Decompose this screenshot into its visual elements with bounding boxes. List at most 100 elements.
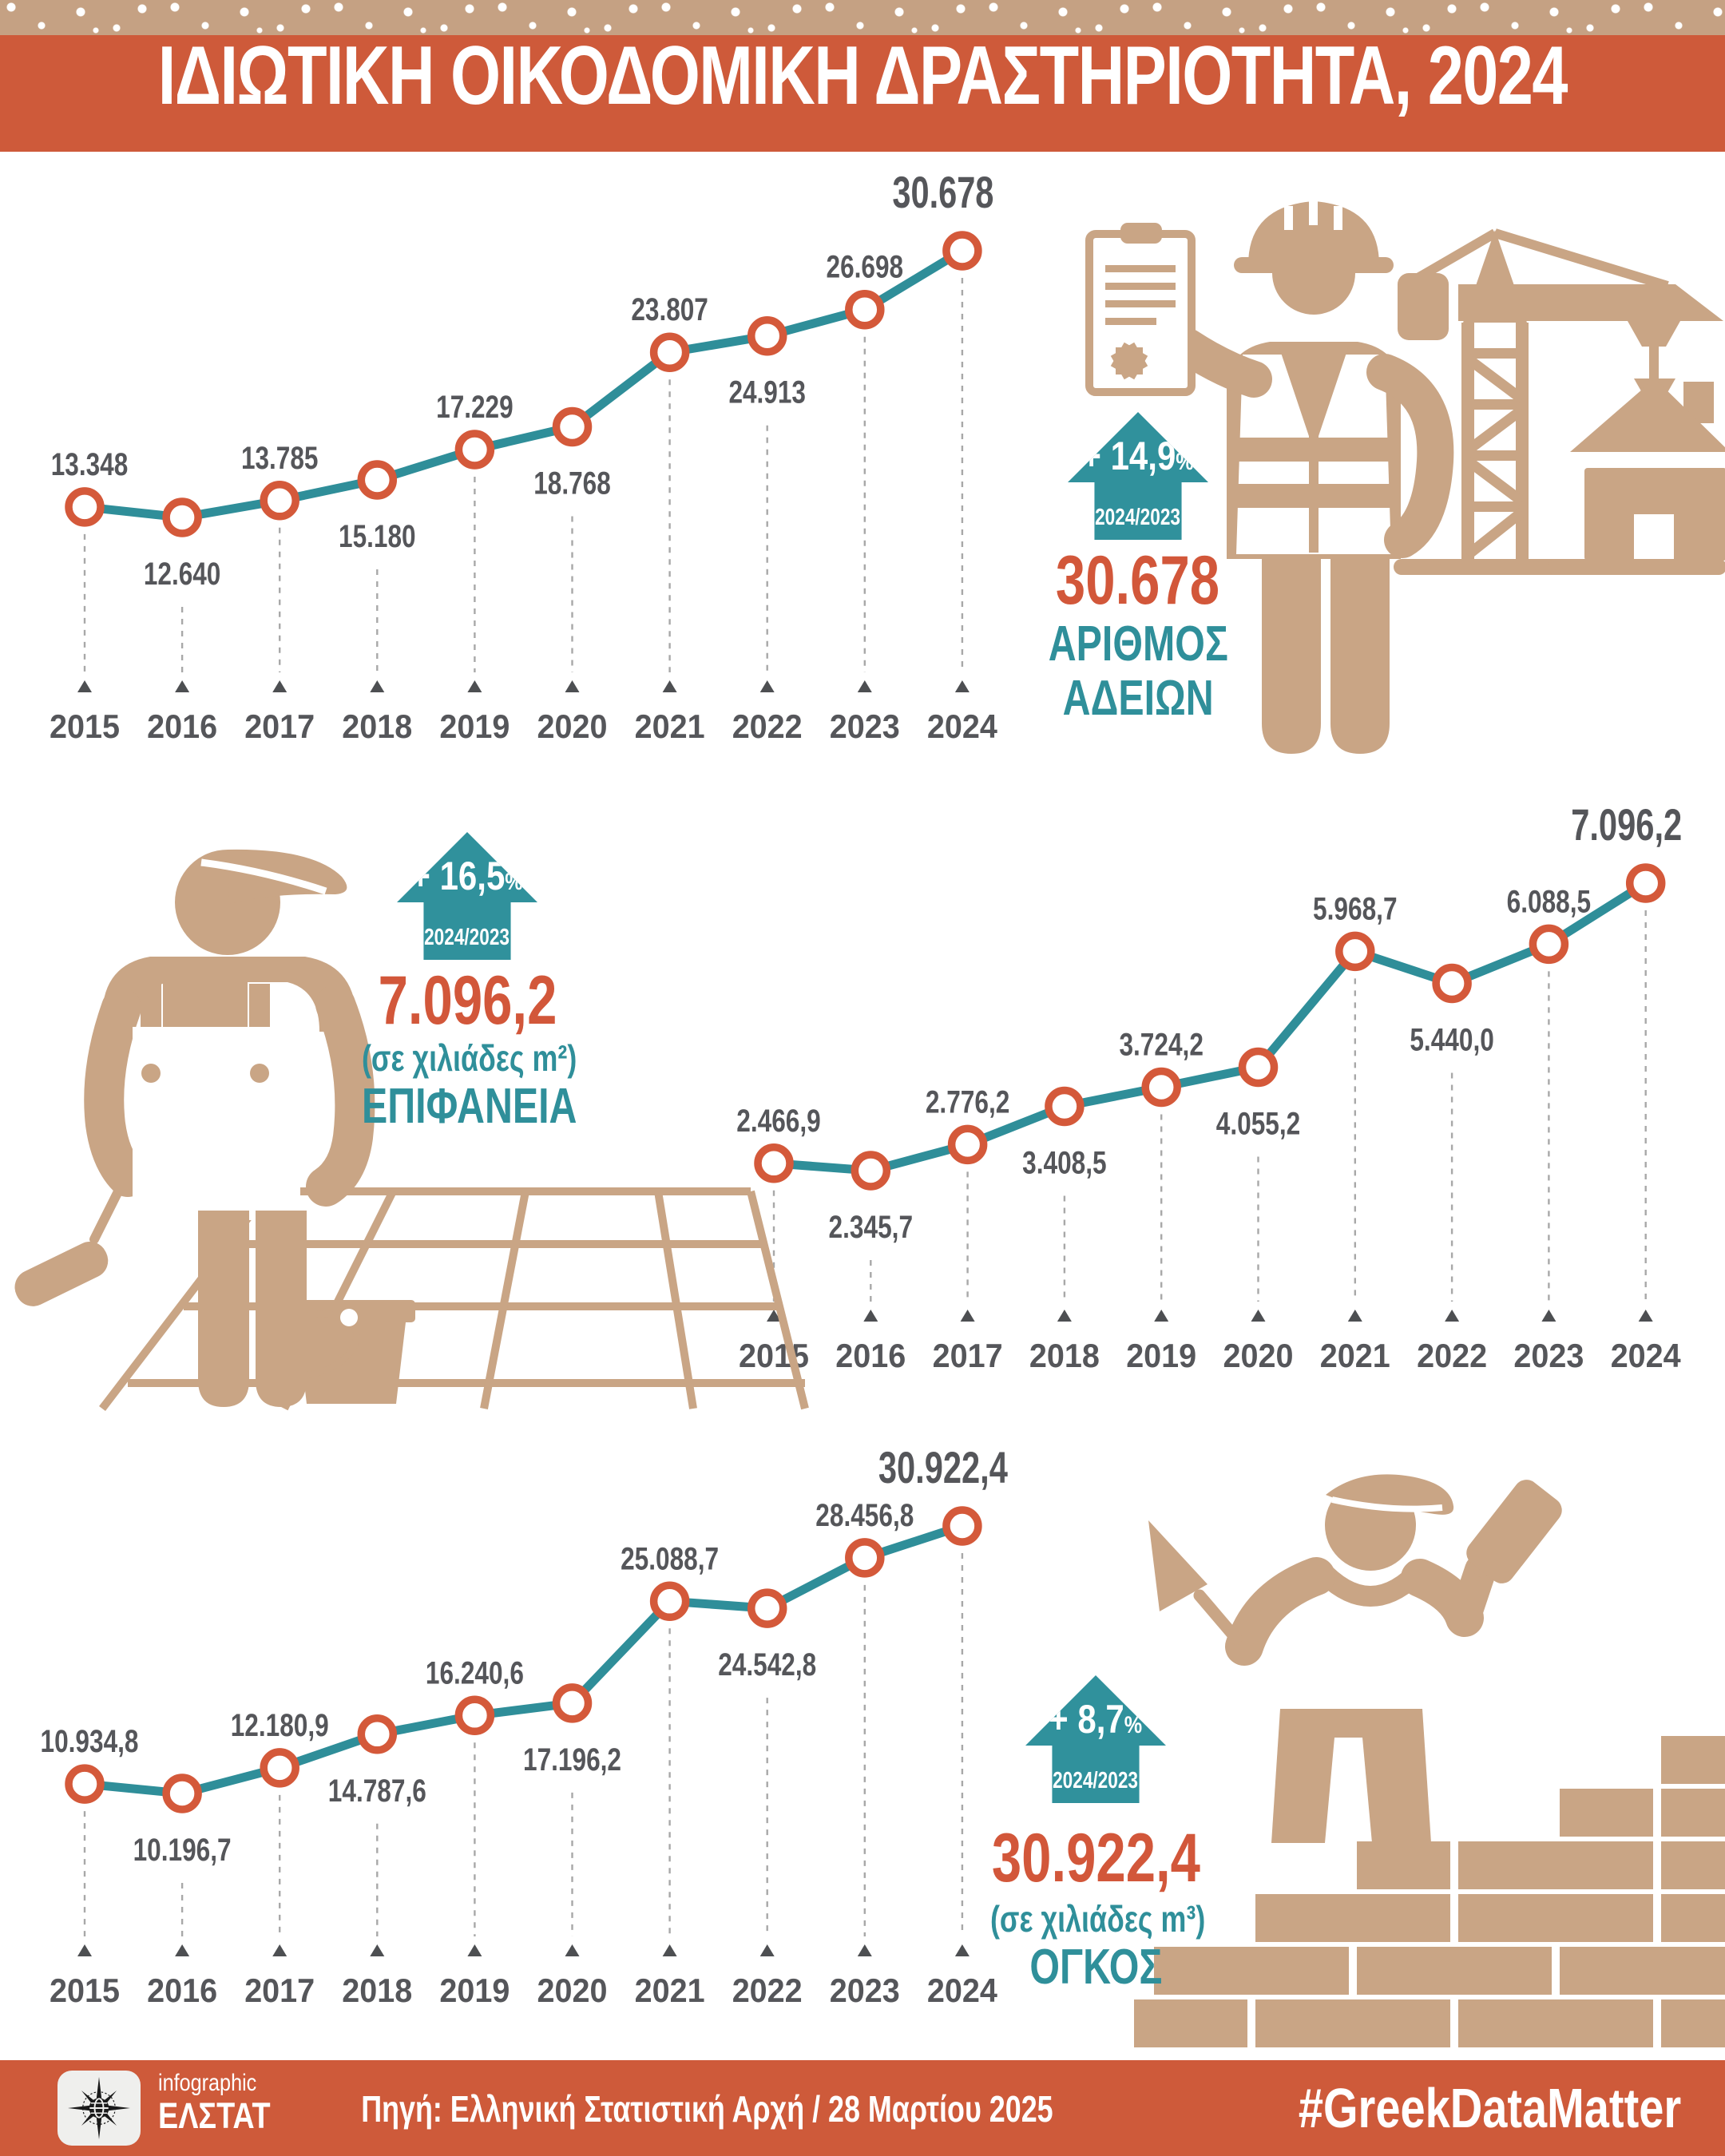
svg-text:2020: 2020 — [537, 1972, 608, 2009]
elstat-compass-logo-icon — [58, 2071, 141, 2146]
permits-line-chart: 2015 2016 2017 2018 2019 2020 2021 2022 2023 2024… — [50, 167, 998, 745]
paint-roller-icon — [14, 1241, 109, 1306]
svg-text:23.807: 23.807 — [631, 292, 708, 327]
increase-arrow-icon: + 14,9% 2024/2023 — [1068, 412, 1208, 540]
comparison-period: 2024/2023 — [424, 925, 510, 950]
brick-wall-icon — [1134, 1736, 1725, 2047]
svg-text:3.408,5: 3.408,5 — [1022, 1146, 1107, 1181]
svg-text:2023: 2023 — [830, 1972, 900, 2009]
svg-text:2019: 2019 — [439, 1972, 510, 2009]
svg-text:4.055,2: 4.055,2 — [1216, 1107, 1301, 1142]
svg-text:2021: 2021 — [635, 707, 705, 745]
svg-text:3.724,2: 3.724,2 — [1119, 1028, 1204, 1063]
svg-text:2019: 2019 — [439, 707, 510, 745]
stat-label: ΕΠΙΦΑΝΕΙΑ — [362, 1079, 577, 1135]
svg-text:2020: 2020 — [1223, 1337, 1294, 1374]
footer-bar: infographic ΕΛΣΤΑΤ Πηγή: Ελληνική Στατισ… — [0, 2060, 1725, 2156]
svg-text:2022: 2022 — [732, 707, 803, 745]
svg-text:2016: 2016 — [835, 1337, 906, 1374]
tower-crane-icon — [1394, 228, 1723, 575]
svg-text:2018: 2018 — [342, 1972, 412, 2009]
svg-text:2019: 2019 — [1126, 1337, 1196, 1374]
comparison-period: 2024/2023 — [1053, 1768, 1139, 1793]
svg-text:2018: 2018 — [1029, 1337, 1100, 1374]
speckled-divider — [0, 0, 1725, 35]
svg-text:30.678: 30.678 — [892, 167, 993, 217]
svg-text:2015: 2015 — [50, 1972, 120, 2009]
volume-line-chart: 2015 2016 2017 2018 2019 2020 2021 2022 2023 2024… — [41, 1445, 1008, 2009]
comparison-period: 2024/2023 — [1095, 505, 1181, 530]
svg-text:12.640: 12.640 — [144, 557, 221, 592]
svg-text:25.088,7: 25.088,7 — [621, 1541, 719, 1576]
svg-text:2020: 2020 — [537, 707, 608, 745]
permits-stat-block: + 14,9% 2024/2023 30.678 ΑΡΙΘΜΟΣ ΑΔΕΙΩΝ — [1002, 412, 1274, 727]
svg-text:6.088,5: 6.088,5 — [1507, 884, 1592, 919]
stat-label: ΑΔΕΙΩΝ — [1062, 671, 1214, 727]
stat-label: ΟΓΚΟΣ — [1029, 1940, 1163, 1995]
stat-headline: 7.096,2 — [378, 962, 557, 1039]
bricklayer-figure — [1148, 1474, 1562, 1843]
svg-text:2024: 2024 — [927, 1972, 998, 2009]
brand-block: infographic ΕΛΣΤΑΤ — [158, 2070, 291, 2136]
worker-figure — [1169, 201, 1454, 754]
bricklayer-icon — [1134, 1474, 1725, 2047]
svg-text:2021: 2021 — [1320, 1337, 1390, 1374]
stat-label: ΑΡΙΘΜΟΣ — [1048, 616, 1228, 672]
painter-icon — [14, 849, 809, 1412]
svg-text:12.180,9: 12.180,9 — [231, 1708, 329, 1743]
svg-text:2016: 2016 — [147, 707, 217, 745]
svg-text:2018: 2018 — [342, 707, 412, 745]
svg-text:2017: 2017 — [933, 1337, 1003, 1374]
trowel-icon — [1148, 1520, 1208, 1611]
growth-value: + 14,9 — [1081, 434, 1176, 478]
svg-text:2021: 2021 — [635, 1972, 705, 2009]
svg-text:16.240,6: 16.240,6 — [426, 1655, 524, 1690]
svg-text:28.456,8: 28.456,8 — [815, 1498, 914, 1533]
percent-sign: % — [505, 869, 524, 895]
percent-sign: % — [1176, 449, 1195, 475]
svg-text:30.922,4: 30.922,4 — [878, 1445, 1008, 1492]
painter-figure — [14, 849, 375, 1407]
svg-text:2024: 2024 — [1611, 1337, 1682, 1374]
svg-text:2017: 2017 — [244, 1972, 315, 2009]
surface-stat-block: + 16,5% 2024/2023 7.096,2 (σε χιλιάδες m… — [331, 832, 603, 1134]
page-title: ΙΔΙΩΤΙΚΗ ΟΙΚΟΔΟΜΙΚΗ ΔΡΑΣΤΗΡΙΟΤΗΤΑ, 2024 — [157, 29, 1568, 122]
svg-text:2023: 2023 — [830, 707, 900, 745]
increase-arrow-icon: + 8,7% 2024/2023 — [1025, 1675, 1166, 1803]
paint-bucket-icon — [260, 1300, 415, 1404]
building-permit-icon — [1085, 223, 1196, 396]
surface-line-chart: 2015 2016 2017 2018 2019 2020 2021 2022 2023 2024… — [736, 803, 1682, 1374]
volume-stat-block: + 8,7% 2024/2023 30.922,4 (σε χιλιάδες m… — [960, 1675, 1231, 1995]
svg-text:2015: 2015 — [50, 707, 120, 745]
svg-text:14.787,6: 14.787,6 — [328, 1774, 426, 1809]
svg-text:2024: 2024 — [927, 707, 998, 745]
svg-text:2022: 2022 — [732, 1972, 803, 2009]
seal-star-icon — [1110, 342, 1148, 380]
svg-text:2016: 2016 — [147, 1972, 217, 2009]
svg-text:2.345,7: 2.345,7 — [829, 1210, 914, 1245]
brand-name: ΕΛΣΤΑΤ — [158, 2095, 271, 2136]
svg-text:2.776,2: 2.776,2 — [926, 1084, 1010, 1120]
svg-text:24.913: 24.913 — [728, 375, 806, 410]
svg-text:5.440,0: 5.440,0 — [1410, 1023, 1494, 1058]
svg-text:2023: 2023 — [1513, 1337, 1584, 1374]
svg-text:2017: 2017 — [244, 707, 315, 745]
svg-text:15.180: 15.180 — [339, 519, 416, 554]
growth-value: + 8,7 — [1049, 1697, 1125, 1742]
brand-top: infographic — [158, 2070, 257, 2096]
hard-hat-icon — [1248, 201, 1379, 265]
svg-text:13.785: 13.785 — [241, 441, 319, 476]
house-icon — [1548, 378, 1725, 575]
svg-text:13.348: 13.348 — [51, 447, 129, 482]
svg-text:2022: 2022 — [1417, 1337, 1487, 1374]
svg-text:10.196,7: 10.196,7 — [133, 1833, 232, 1868]
stat-headline: 30.678 — [1056, 542, 1220, 619]
svg-text:24.542,8: 24.542,8 — [718, 1647, 816, 1682]
hashtag: #GreekDataMatter — [1298, 2077, 1681, 2139]
stat-unit: (σε χιλιάδες m²) — [361, 1037, 577, 1080]
svg-text:17.229: 17.229 — [436, 390, 514, 425]
svg-text:7.096,2: 7.096,2 — [1571, 803, 1682, 850]
construction-worker-icon — [1085, 201, 1725, 754]
svg-text:17.196,2: 17.196,2 — [523, 1742, 621, 1778]
